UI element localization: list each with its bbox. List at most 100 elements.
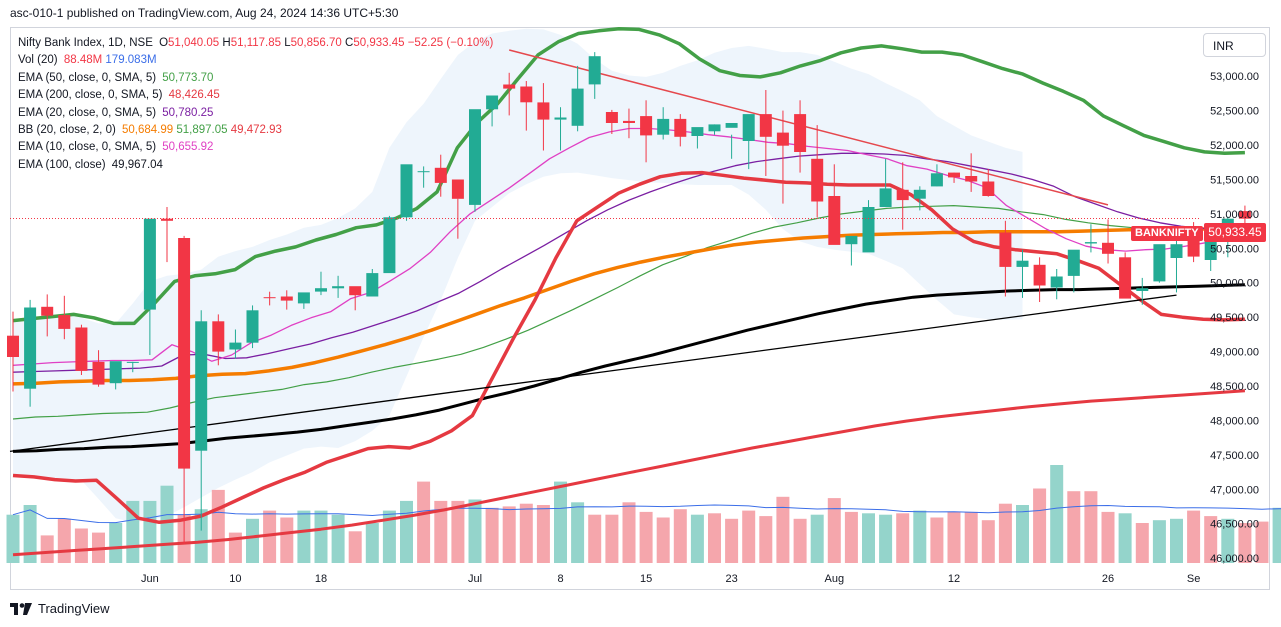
time-axis-label: Jul xyxy=(468,573,482,585)
candle xyxy=(948,172,960,183)
candle-body xyxy=(520,86,533,103)
candle-body xyxy=(588,56,601,85)
legend-bb[interactable]: BB (20, close, 2, 0) 50,684.99 51,897.05… xyxy=(18,122,493,139)
volume-bar xyxy=(1238,523,1252,563)
candle xyxy=(1238,205,1251,224)
legend-ema200[interactable]: EMA (200, close, 0, SMA, 5) 48,426.45 xyxy=(18,87,493,104)
candle-body xyxy=(759,114,772,137)
candle xyxy=(1084,224,1097,253)
volume-bar xyxy=(348,531,362,563)
candle-body xyxy=(161,218,173,221)
legend-ema20[interactable]: EMA (20, close, 0, SMA, 5) 50,780.25 xyxy=(18,105,493,122)
candle xyxy=(674,114,687,147)
legend-bb-upper: 51,897.05 xyxy=(176,123,228,136)
volume-bar xyxy=(468,499,482,563)
volume-bar xyxy=(365,523,379,563)
time-axis-label: Jun xyxy=(141,573,159,585)
bb-basis-line xyxy=(12,205,1245,420)
price-axis: 46,000.00 46,500.00 47,000.00 47,500.00 48,0… xyxy=(1210,37,1259,565)
candle-body xyxy=(451,179,464,199)
candle-body xyxy=(1153,244,1166,282)
legend-ema50[interactable]: EMA (50, close, 0, SMA, 5) 50,773.70 xyxy=(18,70,493,87)
ema200-line xyxy=(12,389,1246,557)
footer-brand[interactable]: TradingView xyxy=(10,601,110,616)
legend-ema100-name: EMA (100, close) xyxy=(18,158,106,171)
candle-body xyxy=(1187,238,1200,257)
volume-bar xyxy=(502,506,516,563)
candle-body xyxy=(246,310,259,343)
candle xyxy=(845,235,858,266)
candle-body xyxy=(554,117,567,120)
candle xyxy=(417,166,430,188)
candle-body xyxy=(999,232,1012,267)
bollinger-band-fill xyxy=(13,28,1023,523)
candle xyxy=(7,311,19,392)
volume-bar xyxy=(964,511,978,563)
candle-body xyxy=(862,207,875,253)
candle-body xyxy=(1084,242,1097,244)
volume-bar xyxy=(382,510,396,563)
candle-body xyxy=(349,286,362,296)
candle xyxy=(1067,249,1080,293)
candle-body xyxy=(1119,257,1132,299)
volume-bar xyxy=(725,518,739,563)
candle xyxy=(126,361,139,373)
candle xyxy=(400,164,413,221)
candle xyxy=(1102,219,1114,264)
candle-body xyxy=(503,84,516,89)
legend-volume[interactable]: Vol (20) 88.48M 179.083M xyxy=(18,52,493,69)
candle-body xyxy=(1050,276,1063,288)
volume-bar xyxy=(434,500,448,563)
candle-body xyxy=(212,321,225,352)
volume-bar xyxy=(759,516,773,563)
legend-ema10[interactable]: EMA (10, close, 0, SMA, 5) 50,655.92 xyxy=(18,139,493,156)
candle xyxy=(879,158,892,207)
volume-bar xyxy=(1204,516,1218,563)
volume-bar xyxy=(109,523,123,563)
time-axis-label: 26 xyxy=(1102,573,1114,585)
volume-bar xyxy=(194,509,208,563)
candle-body xyxy=(400,164,413,218)
currency-button[interactable]: INR xyxy=(1203,33,1266,57)
candle-body xyxy=(896,189,909,201)
candle-body xyxy=(143,218,156,310)
volume-bar xyxy=(1118,513,1132,563)
candle-body xyxy=(1067,249,1080,276)
legend-ema100[interactable]: EMA (100, close) 49,967.04 xyxy=(18,157,493,174)
volume-bar xyxy=(673,509,687,563)
candle-body xyxy=(571,88,584,126)
volume-bar xyxy=(656,517,670,563)
volume-bar xyxy=(519,503,533,563)
candle xyxy=(58,295,71,340)
candle-body xyxy=(811,158,824,202)
candle xyxy=(776,110,789,204)
legend-symbol-name: Nifty Bank Index, 1D, NSE xyxy=(18,37,153,49)
chart-frame[interactable] xyxy=(10,27,1270,590)
volume-bar xyxy=(331,514,345,563)
candle-body xyxy=(297,292,310,304)
price-axis-label: 47,500.00 xyxy=(1210,450,1259,462)
resistance-trendline xyxy=(509,49,1109,206)
volume-bar xyxy=(40,535,54,563)
bb-upper-line xyxy=(12,26,1245,326)
volume-bars xyxy=(6,465,1281,563)
candle xyxy=(520,81,533,131)
price-axis-label: 46,000.00 xyxy=(1210,553,1259,565)
ema50-line xyxy=(12,227,1245,386)
volume-bar xyxy=(844,511,858,563)
legend-main-series[interactable]: Nifty Bank Index, 1D, NSE O51,040.05 H51… xyxy=(18,35,493,52)
volume-bar xyxy=(588,514,602,563)
volume-bar xyxy=(810,514,824,563)
legend-close: 50,933.45 xyxy=(353,37,405,49)
candle-body xyxy=(657,118,670,135)
volume-bar xyxy=(314,510,328,563)
candle-body xyxy=(948,172,960,178)
candle xyxy=(24,299,37,407)
candle xyxy=(263,291,276,306)
time-axis-label: 23 xyxy=(725,573,737,585)
candle-body xyxy=(7,335,19,357)
volume-bar xyxy=(1135,523,1149,563)
candle xyxy=(571,65,584,132)
volume-bar xyxy=(913,510,927,563)
